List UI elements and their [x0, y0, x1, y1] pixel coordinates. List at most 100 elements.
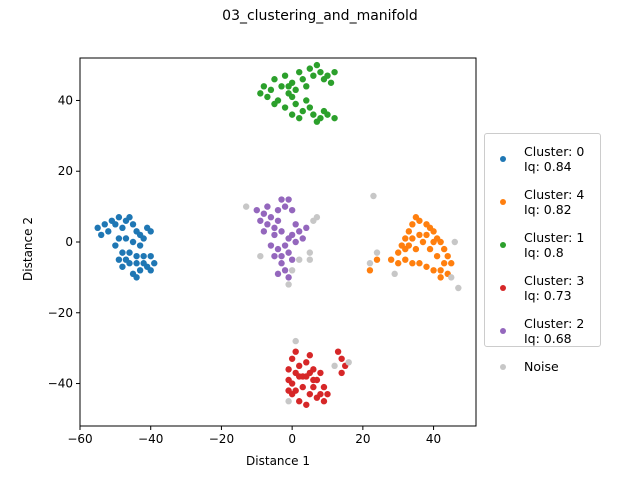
point-series-1-32 — [423, 231, 430, 239]
point-series-4-19 — [278, 260, 285, 267]
point-series-1-26 — [412, 245, 420, 253]
point-series-5-9 — [370, 192, 377, 200]
point-series-0-23 — [133, 252, 140, 260]
point-series-0-37 — [133, 260, 140, 267]
y-tick-label: 40 — [58, 93, 73, 107]
point-series-0-34 — [115, 256, 123, 263]
point-series-1-30 — [440, 260, 448, 267]
point-series-2-26 — [306, 104, 314, 111]
legend: Cluster: 0 Iq: 0.84 Cluster: 4 Iq: 0.82 Cl… — [484, 133, 601, 374]
point-series-3-10 — [320, 383, 328, 391]
point-series-4-21 — [285, 274, 292, 281]
point-series-5-14 — [448, 274, 455, 281]
point-series-5-2 — [285, 281, 292, 288]
point-series-4-30 — [288, 256, 296, 263]
point-series-4-18 — [274, 245, 282, 253]
point-series-1-36 — [395, 260, 402, 267]
point-series-3-5 — [303, 359, 310, 366]
point-series-2-0 — [257, 90, 264, 97]
point-series-4-33 — [260, 210, 268, 217]
legend-item: Cluster: 0 Iq: 0.84 — [495, 144, 595, 174]
point-series-0-36 — [147, 267, 154, 274]
point-series-2-12 — [299, 76, 306, 83]
point-series-5-4 — [296, 256, 303, 263]
legend-label: Cluster: 3 Iq: 0.73 — [524, 273, 585, 303]
point-series-0-1 — [98, 231, 105, 239]
point-series-5-7 — [313, 214, 321, 221]
point-series-3-22 — [317, 390, 324, 398]
point-series-4-2 — [260, 228, 268, 235]
point-series-4-24 — [288, 231, 296, 239]
point-series-3-19 — [285, 376, 292, 384]
point-series-0-33 — [122, 256, 130, 263]
point-series-3-21 — [310, 383, 317, 391]
legend-marker-icon — [500, 364, 506, 370]
point-series-3-14 — [306, 390, 314, 398]
point-series-4-32 — [264, 221, 271, 228]
point-series-0-0 — [94, 224, 101, 232]
point-series-4-28 — [274, 270, 282, 278]
point-series-4-14 — [303, 224, 310, 232]
point-series-2-4 — [271, 76, 278, 83]
point-series-4-4 — [267, 214, 275, 221]
point-series-0-10 — [129, 221, 137, 228]
point-series-0-21 — [119, 249, 126, 256]
point-series-0-28 — [136, 267, 144, 274]
point-series-3-26 — [310, 376, 317, 384]
point-series-3-6 — [306, 352, 314, 359]
point-series-1-29 — [433, 252, 441, 260]
y-tick-label: 20 — [58, 164, 73, 178]
point-series-1-37 — [437, 267, 444, 274]
point-series-2-24 — [296, 114, 303, 122]
point-series-0-3 — [105, 228, 112, 235]
point-series-0-24 — [140, 252, 147, 260]
point-series-4-10 — [288, 206, 296, 214]
point-series-2-20 — [327, 79, 335, 86]
point-series-0-30 — [133, 274, 140, 281]
point-series-0-20 — [112, 242, 119, 249]
point-series-5-15 — [455, 284, 462, 292]
point-series-2-19 — [324, 72, 331, 79]
point-series-3-29 — [338, 355, 345, 362]
point-series-4-0 — [253, 206, 260, 214]
legend-label: Cluster: 4 Iq: 0.82 — [524, 187, 585, 217]
point-series-5-12 — [391, 270, 398, 278]
point-series-4-11 — [292, 221, 299, 228]
point-series-4-5 — [271, 224, 278, 232]
y-axis-label: Distance 2 — [21, 217, 35, 281]
legend-marker-icon — [500, 156, 506, 162]
point-series-5-13 — [451, 238, 458, 246]
legend-item: Cluster: 1 Iq: 0.8 — [495, 230, 595, 260]
legend-item: Cluster: 3 Iq: 0.73 — [495, 273, 595, 303]
point-series-3-9 — [317, 369, 324, 377]
point-series-2-16 — [313, 61, 321, 69]
point-series-3-16 — [296, 398, 303, 405]
point-series-5-3 — [288, 267, 296, 274]
legend-label: Cluster: 0 Iq: 0.84 — [524, 144, 585, 174]
point-series-1-20 — [430, 267, 437, 274]
point-series-0-19 — [136, 242, 144, 249]
legend-marker-icon — [500, 328, 506, 334]
point-series-2-33 — [271, 100, 278, 108]
point-series-5-18 — [345, 359, 352, 366]
point-series-1-0 — [366, 267, 374, 274]
x-tick-label: −40 — [138, 432, 163, 446]
point-series-4-22 — [281, 242, 289, 249]
point-series-2-13 — [303, 83, 310, 90]
chart-title: 03_clustering_and_manifold — [222, 8, 418, 24]
point-series-4-31 — [285, 249, 292, 256]
point-series-2-17 — [317, 68, 324, 76]
legend-label: Cluster: 1 Iq: 0.8 — [524, 230, 585, 260]
point-series-5-17 — [285, 398, 292, 405]
point-series-0-9 — [126, 214, 133, 221]
point-series-4-29 — [278, 252, 285, 260]
point-series-1-1 — [373, 256, 381, 263]
point-series-0-22 — [126, 249, 133, 256]
point-series-2-29 — [317, 114, 324, 122]
point-series-0-32 — [119, 263, 126, 270]
point-series-0-26 — [151, 260, 158, 267]
point-series-4-16 — [267, 242, 275, 249]
point-series-2-3 — [267, 86, 275, 94]
point-series-4-13 — [299, 235, 306, 242]
